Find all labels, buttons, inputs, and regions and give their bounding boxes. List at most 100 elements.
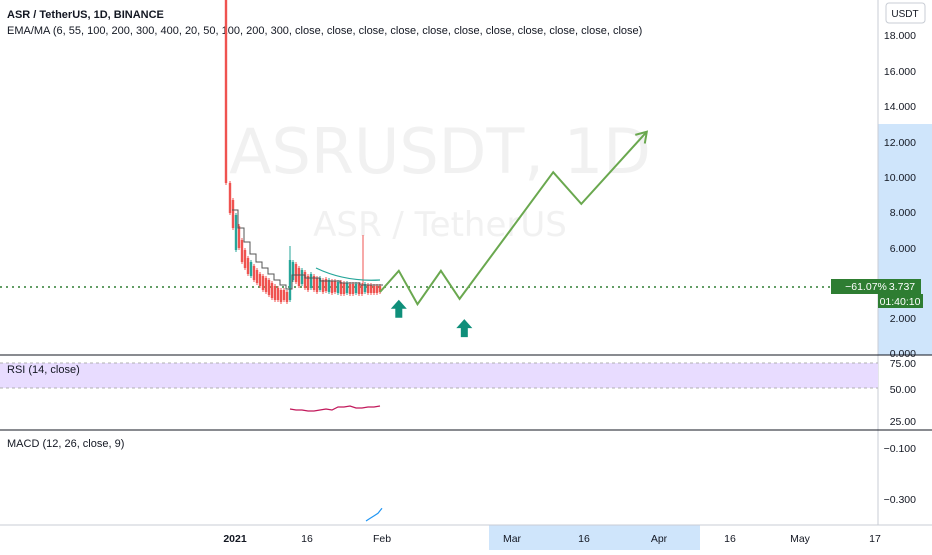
candle-body [375,286,379,293]
candle-body [243,250,247,268]
time-label: May [790,533,811,545]
countdown-badge [878,294,923,308]
price-tick: 12.000 [884,137,916,149]
candle-body [324,279,328,291]
candle-body [276,288,280,300]
price-change: −61.07% [845,281,887,293]
candle-body [360,285,364,294]
candle-body [228,183,232,213]
time-label: 16 [301,533,313,545]
price-axis-highlight [878,124,932,355]
candle-body [297,268,301,286]
candle-body [234,215,238,250]
symbol-title[interactable]: ASR / TetherUS, 1D, BINANCE [7,9,164,21]
candle-body [231,200,235,228]
candle-body [273,286,277,300]
candle-body [339,282,343,294]
price-tick: 6.000 [890,243,916,255]
currency-label: USDT [891,9,918,20]
watermark-pair: ASR / TetherUS [313,205,567,245]
chart-marks [224,0,649,522]
rsi-legend[interactable]: RSI (14, close) [7,364,80,376]
candle-body [300,270,304,284]
watermark-ticker: ASRUSDT, 1D [229,115,651,188]
candle-body [252,266,256,280]
candle-body [237,226,241,248]
candle-body [315,278,319,292]
time-label: 16 [578,533,590,545]
candle-body [345,283,349,293]
candle-body [342,283,346,294]
candle-body [378,286,382,292]
up-arrow [390,299,407,318]
candle-body [351,284,355,294]
up-arrow [456,319,473,338]
time-axis[interactable] [0,525,932,550]
last-price: 3.737 [889,281,915,293]
bar-countdown: 01:40:10 [880,296,921,308]
time-label: 16 [724,533,736,545]
candle-body [270,283,274,298]
rsi-tick: 25.00 [890,416,916,428]
moving-average-line [232,209,383,290]
candle-body [354,284,358,293]
candle-body [255,270,259,283]
candle-body [363,284,367,292]
candle-body [372,286,376,293]
candle-body [366,285,370,293]
rsi-band [0,363,878,388]
macd-legend[interactable]: MACD (12, 26, close, 9) [7,438,124,450]
rsi-tick: 50.00 [890,384,916,396]
price-change-badge[interactable] [831,279,921,294]
time-label: Apr [651,533,668,545]
candle-body [312,276,316,290]
time-axis-highlight [489,525,700,550]
candle-body [264,278,268,292]
price-tick: 10.000 [884,172,916,184]
candle-body [348,284,352,294]
candle-body [327,280,331,292]
price-tick: 8.000 [890,207,916,219]
candle-body [318,278,322,290]
candle-body [336,282,340,293]
price-tick: 14.000 [884,101,916,113]
time-label: 17 [869,533,881,545]
candle-body [294,264,298,282]
time-label: Feb [373,533,391,545]
candle-body [369,285,373,293]
rsi-tick: 75.00 [890,358,916,370]
candle-body [279,290,283,302]
candle-body [285,292,289,302]
candle-body [246,258,250,274]
rsi-line [289,405,381,412]
currency-box[interactable] [885,2,926,24]
candle-body [224,0,228,183]
macd-tick: −0.300 [884,494,917,506]
projection-arrowhead [635,130,649,144]
candle-body [333,281,337,292]
candle-body [261,276,265,290]
macd-line [365,507,383,522]
time-label: 2021 [223,533,247,545]
candle-body [303,272,307,288]
candle-body [291,262,295,280]
candle-body [309,274,313,288]
ema-curve [315,267,381,281]
indicator-legend[interactable]: EMA/MA (6, 55, 100, 200, 300, 400, 20, 5… [7,25,642,37]
price-tick: 16.000 [884,66,916,78]
price-tick: 2.000 [890,313,916,325]
candle-body [240,240,244,262]
candle-body [267,280,271,295]
candle-body [357,284,361,294]
time-label: Mar [503,533,522,545]
price-tick: 0.000 [890,348,916,360]
candle-body [249,262,253,276]
candle-body [330,281,334,293]
candle-body [321,280,325,292]
candle-body [282,290,286,300]
price-tick: 18.000 [884,30,916,42]
projection-path [379,131,648,307]
macd-tick: −0.100 [884,443,917,455]
